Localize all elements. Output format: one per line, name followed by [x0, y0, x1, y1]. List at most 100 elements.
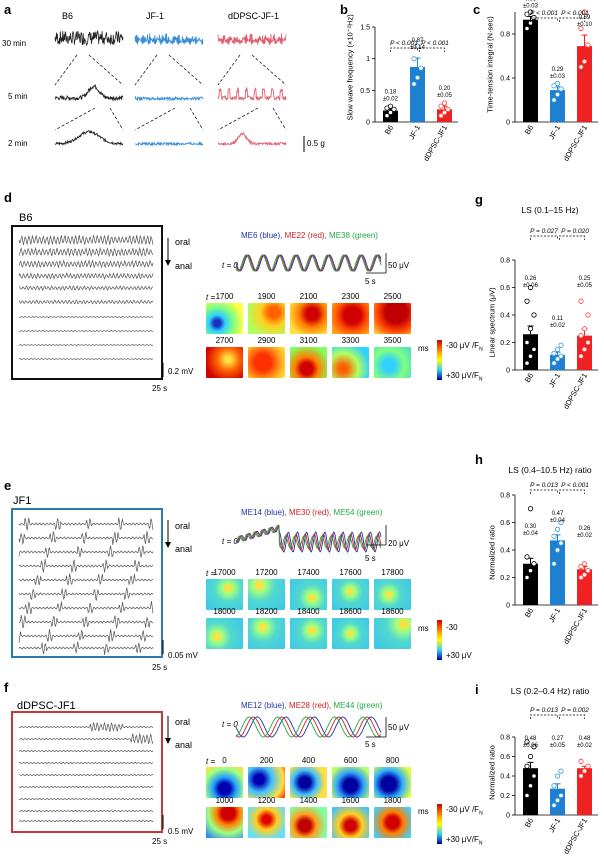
panel-e-anal: anal [175, 544, 193, 554]
heatmap-tile [290, 579, 327, 610]
data-point [558, 792, 564, 799]
panel-f-cbar-bottom: +30 μV/FN [446, 835, 483, 847]
panel-i-chart: 00.20.40.60.8B60.48±0.06JF-10.27±0.05dDP… [500, 707, 598, 856]
x-tick-label: dDPSC-JF1 [561, 124, 589, 163]
spatial-trace [18, 234, 154, 246]
bar-dDPSC-JF1 [577, 768, 592, 815]
p-value: P = 0.002 [561, 707, 589, 714]
data-point [551, 350, 557, 357]
panel-a-row-5min: 5 min [8, 92, 28, 101]
panel-label-g: g [475, 192, 483, 207]
heatmap-time-label: 2100 [299, 292, 318, 301]
annotation: 0.26 [525, 276, 537, 282]
panel-a-col-jf1: JF-1 [146, 11, 164, 21]
p-bracket [559, 235, 585, 240]
data-point [578, 333, 584, 339]
spatial-trace [18, 517, 154, 531]
data-point [524, 25, 530, 32]
y-tick-label: 0.4 [500, 774, 510, 781]
oscillation-trace [235, 254, 382, 272]
data-point [531, 312, 537, 318]
heatmap-tile [374, 347, 411, 378]
panel-f-title: dDPSC-JF1 [17, 700, 76, 712]
annotation: 0.27 [552, 736, 564, 742]
heatmap-tile [374, 618, 411, 649]
data-point [554, 773, 561, 779]
bar-B6 [383, 110, 398, 122]
panel-a-row-30min: 30 min [2, 39, 27, 48]
spatial-trace [18, 614, 154, 629]
data-point [524, 298, 530, 304]
annotation: ±0.05 [577, 283, 593, 289]
bar-B6 [523, 563, 538, 605]
panel-h-title: LS (0.4–10.5 Hz) ratio [508, 465, 592, 475]
panel-f-spatial-traces [18, 721, 164, 829]
heatmap-tile [374, 579, 411, 610]
y-tick-label: 0 [506, 368, 510, 375]
trace-a-2-0 [217, 33, 287, 46]
annotation: ±0.04 [523, 531, 539, 537]
panel-f-t0: t = 0 [222, 720, 238, 729]
data-point [524, 574, 530, 581]
spatial-trace [18, 641, 154, 655]
panel-d-t0: t = 0 [222, 261, 238, 270]
zoom-line [134, 54, 158, 86]
heatmap-tile [206, 618, 243, 649]
annotation: ±0.02 [383, 96, 399, 102]
panel-f-cbar-top: -30 μV /FN [446, 805, 483, 817]
data-point [578, 353, 584, 359]
heatmap-tile [248, 347, 285, 378]
heatmap-tile [248, 618, 285, 649]
bar-JF-1 [410, 66, 425, 122]
annotation: 0.87 [412, 38, 424, 44]
legend-item: ME30 (red), [289, 508, 334, 517]
panel-a-traces [54, 29, 305, 152]
data-point [551, 97, 557, 103]
panel-f-tprefix: t = [206, 757, 216, 766]
data-point [578, 64, 584, 70]
heatmap-tile [206, 807, 243, 838]
spatial-trace [19, 573, 154, 586]
data-point [581, 346, 588, 352]
x-tick-label: JF-1 [407, 124, 422, 141]
heatmap-tile [332, 303, 369, 334]
heatmap-time-label: 17600 [339, 568, 362, 577]
panel-d-box-hscale: 25 s [152, 384, 168, 393]
spatial-trace [18, 797, 154, 801]
panel-d-box-vscale: 0.2 mV [168, 367, 194, 376]
y-tick-label: 0.2 [500, 340, 510, 347]
zoom-line [272, 107, 287, 131]
data-point [585, 568, 591, 574]
data-point [527, 506, 534, 512]
p-value: P < 0.001 [530, 10, 558, 17]
x-tick-label: dDPSC-JF1 [561, 372, 589, 411]
zoom-line [168, 54, 204, 86]
y-tick-label: 0.2 [500, 793, 510, 800]
y-tick-label: 0 [506, 813, 510, 820]
x-tick-label: B6 [523, 607, 535, 619]
spatial-trace [18, 285, 154, 292]
data-point [551, 561, 557, 567]
data-point [551, 533, 557, 539]
panel-d-ms: ms [418, 344, 429, 353]
trace-a-0-0 [54, 29, 124, 47]
data-point [558, 353, 564, 359]
heatmap-tile [374, 303, 411, 334]
p-value: P < 0.001 [561, 482, 589, 489]
data-point [391, 106, 397, 112]
panel-f-oscillation [235, 716, 387, 738]
data-point [554, 356, 561, 362]
panel-d-tprefix: t = [206, 293, 216, 302]
zoom-line [217, 54, 241, 86]
x-tick-label: B6 [383, 124, 395, 136]
trace-a-1-1 [134, 95, 204, 102]
panel-label-i: i [475, 682, 479, 697]
p-value: P = 0.020 [561, 228, 589, 235]
panel-e-direction-arrow [165, 520, 171, 548]
zoom-line [54, 54, 78, 86]
annotation: ±0.03 [550, 74, 566, 80]
heatmap-tile [248, 767, 285, 798]
panel-label-e: e [4, 478, 12, 493]
data-point [531, 773, 537, 779]
data-point [414, 75, 421, 81]
